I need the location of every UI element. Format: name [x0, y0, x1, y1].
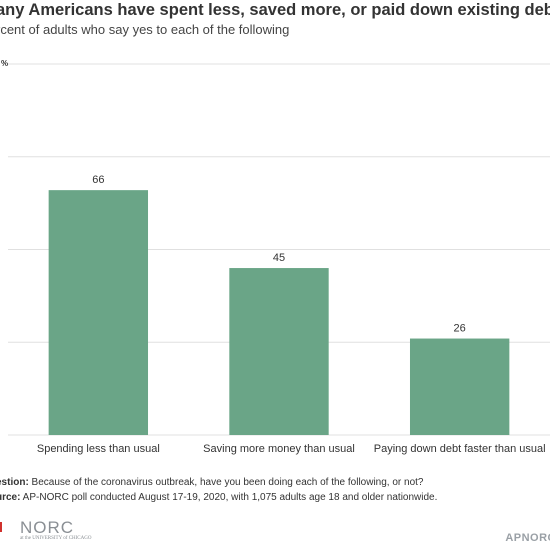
value-labels: 66 45 26 [92, 174, 466, 334]
question-note: estion: Because of the coronavirus outbr… [0, 477, 424, 488]
question-text: Because of the coronavirus outbreak, hav… [28, 477, 424, 488]
category-labels: Spending less than usual Saving more mone… [37, 443, 546, 455]
bar-2 [409, 338, 510, 435]
bar-0 [48, 190, 149, 435]
question-label: estion: [0, 477, 29, 488]
norc-logo-text: NORC [20, 518, 75, 537]
bar-1 [229, 268, 329, 435]
chart-title: any Americans have spent less, saved mor… [0, 1, 550, 19]
source-label: urce: [0, 492, 21, 503]
source-note: urce: AP-NORC poll conducted August 17-1… [0, 492, 437, 503]
norc-logo-subtext: at the UNIVERSITY of CHICAGO [20, 536, 92, 541]
bar-chart: % 66 45 26 Spending less than usual Saving … [1, 59, 550, 455]
value-label-0: 66 [92, 174, 104, 186]
norc-logo: NORC at the UNIVERSITY of CHICAGO [20, 518, 91, 541]
category-label-2: Paying down debt faster than usual [374, 443, 546, 455]
chart-subtitle: rcent of adults who say yes to each of t… [0, 22, 290, 37]
value-label-2: 26 [454, 323, 466, 335]
bars [48, 190, 510, 435]
y-axis-unit-label: % [1, 59, 8, 68]
category-label-0: Spending less than usual [37, 443, 160, 455]
category-label-1: Saving more money than usual [203, 443, 355, 455]
value-label-1: 45 [273, 252, 285, 264]
ap-logo-mark [0, 522, 2, 532]
apnorc-logo-text: APNORC [505, 532, 550, 544]
source-text: AP-NORC poll conducted August 17-19, 202… [20, 492, 438, 503]
